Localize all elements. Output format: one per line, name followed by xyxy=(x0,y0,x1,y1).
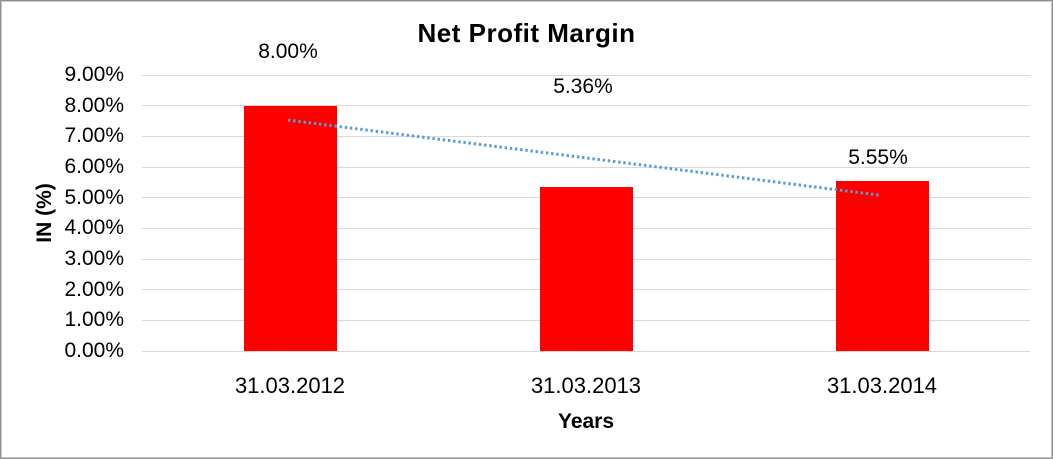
y-axis-tick-label: 2.00% xyxy=(64,277,124,301)
gridline xyxy=(142,135,1030,137)
y-axis-tick-label: 1.00% xyxy=(64,308,124,332)
bar-data-label: 5.36% xyxy=(553,75,613,98)
bar-31.03.2014 xyxy=(835,180,929,351)
x-axis-tick-label: 31.03.2014 xyxy=(826,373,938,398)
y-axis-tick-label: 8.00% xyxy=(64,93,124,117)
y-axis-tick-label: 4.00% xyxy=(64,216,124,240)
y-axis-tick-label: 5.00% xyxy=(64,185,124,209)
bar-31.03.2013 xyxy=(539,186,633,351)
gridline xyxy=(142,105,1030,107)
y-axis-tick-label: 3.00% xyxy=(64,247,124,270)
y-axis-tick-label: 7.00% xyxy=(64,124,124,148)
trendline xyxy=(287,118,881,197)
x-axis-tick-label: 31.03.2012 xyxy=(234,373,346,398)
y-axis-tick-label: 0.00% xyxy=(64,339,124,362)
bar-data-label: 5.55% xyxy=(848,146,908,169)
y-axis-tick-label: 6.00% xyxy=(64,155,124,178)
plot-area xyxy=(142,74,1030,352)
gridline xyxy=(142,74,1030,76)
y-axis-tick-label: 9.00% xyxy=(64,63,124,86)
trendline-svg xyxy=(287,118,881,197)
bar-data-label: 8.00% xyxy=(258,40,318,63)
gridline xyxy=(142,166,1030,168)
bar-31.03.2012 xyxy=(243,105,337,351)
x-axis-title: Years xyxy=(557,410,615,433)
x-axis-tick-label: 31.03.2013 xyxy=(530,373,642,398)
gridline xyxy=(142,350,1030,352)
chart-title: Net Profit Margin xyxy=(417,18,636,48)
